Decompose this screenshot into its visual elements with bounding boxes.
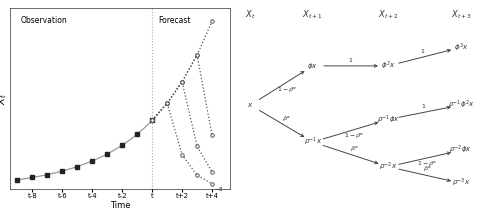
Text: $X_t$: $X_t$	[245, 8, 256, 21]
Text: $\hat{\rho}^a$: $\hat{\rho}^a$	[423, 164, 432, 174]
Text: $1-\hat{\rho}^a$: $1-\hat{\rho}^a$	[277, 85, 297, 95]
Text: Forecast: Forecast	[158, 16, 190, 25]
Text: $\rho^{-1}\phi x$: $\rho^{-1}\phi x$	[376, 113, 400, 126]
Text: $1-\hat{\rho}^a$: $1-\hat{\rho}^a$	[417, 159, 438, 169]
X-axis label: Time: Time	[110, 201, 130, 210]
Text: $\rho^{-1}\phi^2 x$: $\rho^{-1}\phi^2 x$	[448, 99, 474, 111]
Text: $\hat{\rho}^a$: $\hat{\rho}^a$	[350, 144, 358, 154]
Text: $\rho^{-2}x$: $\rho^{-2}x$	[379, 161, 398, 173]
Text: $1$: $1$	[420, 102, 426, 110]
Text: Observation: Observation	[20, 16, 67, 25]
Text: $1$: $1$	[420, 47, 426, 55]
Text: $\phi x$: $\phi x$	[308, 61, 318, 71]
Y-axis label: $X_t$: $X_t$	[0, 93, 8, 105]
Text: $1-\hat{\rho}^a$: $1-\hat{\rho}^a$	[344, 131, 364, 141]
Text: $\phi^3 x$: $\phi^3 x$	[454, 41, 468, 54]
Text: $-8$: $-8$	[214, 185, 224, 193]
Text: $\rho^{-2}\phi x$: $\rho^{-2}\phi x$	[450, 144, 472, 156]
Text: $X_{t+2}$: $X_{t+2}$	[378, 8, 398, 21]
Text: $\rho^{-1}x$: $\rho^{-1}x$	[304, 136, 322, 148]
Text: $\rho^{-3}x$: $\rho^{-3}x$	[452, 177, 470, 189]
Text: $X_{t+1}$: $X_{t+1}$	[302, 8, 323, 21]
Text: $\hat{\rho}^a$: $\hat{\rho}^a$	[282, 114, 291, 124]
Text: $\phi^2 x$: $\phi^2 x$	[381, 60, 396, 72]
Text: $X_{t+3}$: $X_{t+3}$	[450, 8, 471, 21]
Text: $1$: $1$	[348, 56, 354, 64]
Text: $x$: $x$	[247, 101, 254, 109]
